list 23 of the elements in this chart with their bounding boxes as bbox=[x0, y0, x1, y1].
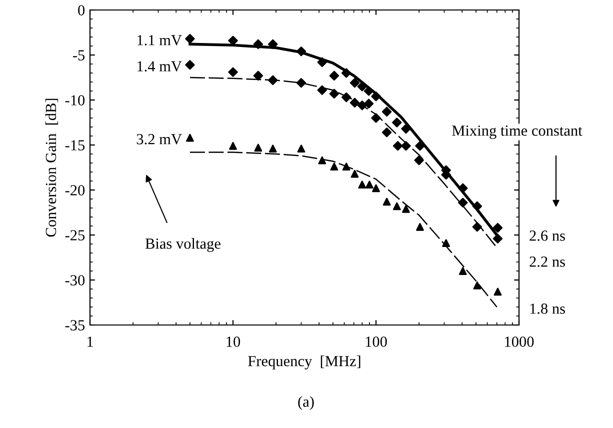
series-label: 1.1 mV bbox=[138, 35, 182, 46]
y-tick-label: -15 bbox=[65, 140, 85, 150]
y-tick-label: -30 bbox=[65, 275, 85, 286]
annotation: Bias voltage bbox=[145, 238, 220, 252]
x-tick-label: 1000 bbox=[505, 336, 534, 347]
y-tick-label: -35 bbox=[65, 320, 85, 330]
y-axis-title: Conversion Gain [dB] bbox=[45, 98, 58, 237]
text: (a) bbox=[298, 396, 314, 410]
text: 2.6 ns bbox=[530, 230, 565, 241]
series-label: 1.4 mV bbox=[138, 61, 182, 72]
y-tick-label: -20 bbox=[65, 185, 85, 196]
y-tick-label: -10 bbox=[65, 95, 85, 106]
x-tick-label: 100 bbox=[366, 336, 387, 347]
y-tick-label: -5 bbox=[72, 50, 85, 60]
y-tick-label: -25 bbox=[65, 230, 85, 240]
x-tick-label: 10 bbox=[226, 336, 240, 347]
text: 2.2 ns bbox=[530, 256, 565, 267]
x-axis-title: Frequency [MHz] bbox=[248, 356, 360, 370]
series-label: 3.2 mV bbox=[136, 134, 182, 144]
x-tick-label: 1 bbox=[88, 336, 93, 347]
text: 1.8 ns bbox=[530, 304, 565, 314]
annotation: Mixing time constant bbox=[452, 126, 582, 139]
y-tick-label: 0 bbox=[78, 5, 85, 16]
